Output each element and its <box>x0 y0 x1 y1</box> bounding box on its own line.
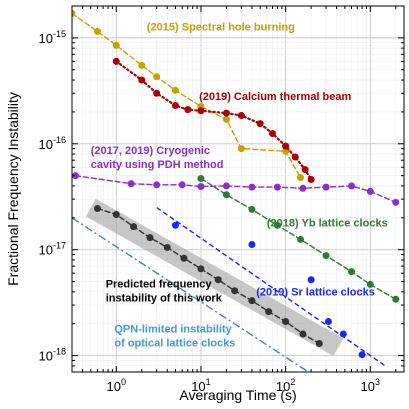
data-point <box>72 9 76 17</box>
data-point <box>248 297 256 305</box>
data-point <box>171 101 179 109</box>
data-point <box>358 351 366 359</box>
data-point <box>237 111 245 119</box>
data-point <box>392 198 400 206</box>
data-point <box>307 176 315 184</box>
x-tick-label: 101 <box>191 377 210 394</box>
series-0 <box>72 9 305 182</box>
annotations: (2015) Spectral hole burning (2019) Calci… <box>91 21 388 349</box>
x-axis-title: Averaging Time (s) <box>179 387 296 403</box>
data-point <box>299 184 307 192</box>
data-point <box>248 205 256 213</box>
annotation-0: (2015) Spectral hole burning <box>147 21 295 33</box>
y-tick-label: 10-15 <box>39 29 66 46</box>
data-point <box>282 142 290 150</box>
data-point <box>112 57 120 65</box>
data-point <box>153 181 161 189</box>
data-point <box>269 130 277 138</box>
annotation-2: (2017, 2019) Cryogenic cavity using PDH m… <box>91 145 224 171</box>
series-4 <box>171 221 366 359</box>
data-point <box>297 235 305 243</box>
data-point <box>130 223 138 231</box>
series-1 <box>112 57 315 184</box>
data-point <box>171 86 179 94</box>
data-point <box>222 191 230 199</box>
data-point <box>299 330 307 338</box>
annotation-3: (2018) Yb lattice clocks <box>267 218 388 230</box>
data-point <box>366 280 374 288</box>
data-point <box>197 183 205 191</box>
data-point <box>301 166 309 174</box>
data-point <box>231 287 239 295</box>
x-tick-label: 102 <box>276 377 295 394</box>
data-point <box>315 340 323 348</box>
y-tick-label: 10-18 <box>39 347 66 364</box>
data-point <box>297 174 305 182</box>
data-point <box>222 109 230 117</box>
data-point <box>127 180 135 188</box>
data-point <box>93 204 101 212</box>
plot-area <box>72 6 404 372</box>
annotation-6: QPN-limited instability of optical lattic… <box>114 324 235 350</box>
data-point <box>214 276 222 284</box>
data-point <box>273 183 281 191</box>
data-point <box>72 172 80 180</box>
data-point <box>392 295 400 303</box>
data-point <box>348 268 356 276</box>
y-axis-title: Fractional Frequency Instability <box>5 92 21 286</box>
data-point <box>248 240 256 248</box>
data-point <box>348 182 356 190</box>
data-point <box>171 221 179 229</box>
data-point <box>339 330 347 338</box>
series-2 <box>72 172 400 206</box>
plot-frame <box>71 5 405 373</box>
data-point <box>322 252 330 260</box>
x-tick-label: 100 <box>107 377 126 394</box>
series-3 <box>197 175 400 303</box>
series-5 <box>93 204 323 348</box>
annotation-5: Predicted frequency instability of this w… <box>106 278 223 304</box>
axis-ticks: 100 101 102 103 10-18 10-17 10-16 10-15 <box>39 5 404 394</box>
data-point <box>237 145 245 153</box>
data-point <box>153 89 161 97</box>
data-point <box>322 183 330 191</box>
data-point <box>324 317 332 325</box>
data-point <box>248 183 256 191</box>
data-point <box>197 175 205 183</box>
y-tick-label: 10-17 <box>39 241 66 258</box>
data-point <box>282 317 290 325</box>
data-point <box>307 276 315 284</box>
data-point <box>273 221 281 229</box>
reference-lines <box>72 206 386 372</box>
data-point <box>138 61 146 69</box>
data-point <box>138 76 146 84</box>
data-point <box>163 243 171 251</box>
annotation-1: (2019) Calcium thermal beam <box>199 91 351 103</box>
data-point <box>146 234 154 242</box>
data-point <box>184 106 192 114</box>
reference-line-0 <box>72 217 310 372</box>
data-point <box>265 308 273 316</box>
reference-line-1 <box>156 206 386 367</box>
data-point <box>256 120 264 128</box>
data-point <box>112 210 120 218</box>
data-point <box>197 107 205 115</box>
data-point <box>180 254 188 262</box>
data-series <box>72 9 400 359</box>
data-point <box>222 182 230 190</box>
data-point <box>222 115 230 123</box>
data-point <box>197 265 205 273</box>
annotation-4: (2019) Sr lattice clocks <box>256 286 375 298</box>
data-point <box>112 41 120 49</box>
data-point <box>291 153 299 161</box>
data-point <box>366 187 374 195</box>
data-point <box>178 181 186 189</box>
data-point <box>153 73 161 81</box>
data-point <box>93 27 101 35</box>
x-tick-label: 103 <box>361 377 380 394</box>
y-tick-label: 10-16 <box>39 135 66 152</box>
